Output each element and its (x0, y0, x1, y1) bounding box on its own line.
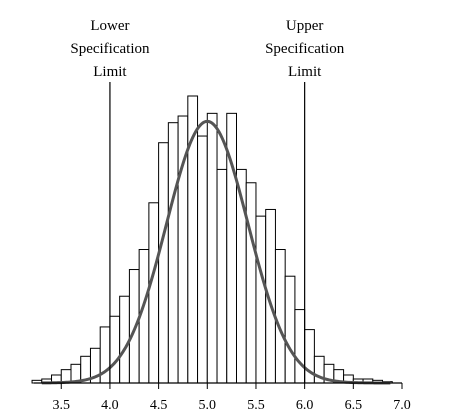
histogram-bar (294, 309, 306, 384)
lower-spec-limit-label: Lower (90, 18, 129, 34)
histogram-bar (119, 295, 130, 384)
histogram-bar (197, 135, 208, 384)
x-tick-label: 5.0 (199, 398, 217, 413)
fit-curve-layer (41, 119, 391, 385)
upper-spec-limit-label: Upper (286, 18, 324, 34)
histogram-bar (206, 112, 218, 384)
upper-spec-limit-label: Limit (288, 64, 322, 80)
lower-spec-limit-label: Limit (93, 64, 127, 80)
histogram-bar (255, 215, 267, 384)
histogram-bars (31, 95, 393, 384)
histogram-bar (148, 202, 160, 384)
x-tick-label: 5.5 (247, 398, 265, 413)
specification-limits: Lower Specification Limit Upper Specificatio… (70, 18, 345, 383)
normal-fit-curve (41, 119, 391, 385)
x-axis-ticks: 3.5 4.0 4.5 5.0 5.5 6.0 6.5 7.0 (53, 383, 411, 413)
x-tick-label: 6.5 (345, 398, 363, 413)
histogram-bar (167, 122, 179, 384)
histogram-bar (109, 315, 121, 384)
x-tick-label: 6.0 (296, 398, 314, 413)
histogram-bar (274, 249, 286, 384)
x-tick-label: 4.0 (101, 398, 119, 413)
lower-spec-limit-label: Specification (70, 41, 150, 57)
histogram-bar (245, 182, 257, 384)
histogram-bar (158, 142, 169, 384)
x-tick-label: 7.0 (393, 398, 411, 413)
histogram-bar (284, 275, 296, 384)
upper-spec-limit-label: Specification (265, 41, 345, 57)
x-tick-label: 4.5 (150, 398, 168, 413)
histogram-bar (216, 168, 228, 384)
x-tick-label: 3.5 (53, 398, 71, 413)
